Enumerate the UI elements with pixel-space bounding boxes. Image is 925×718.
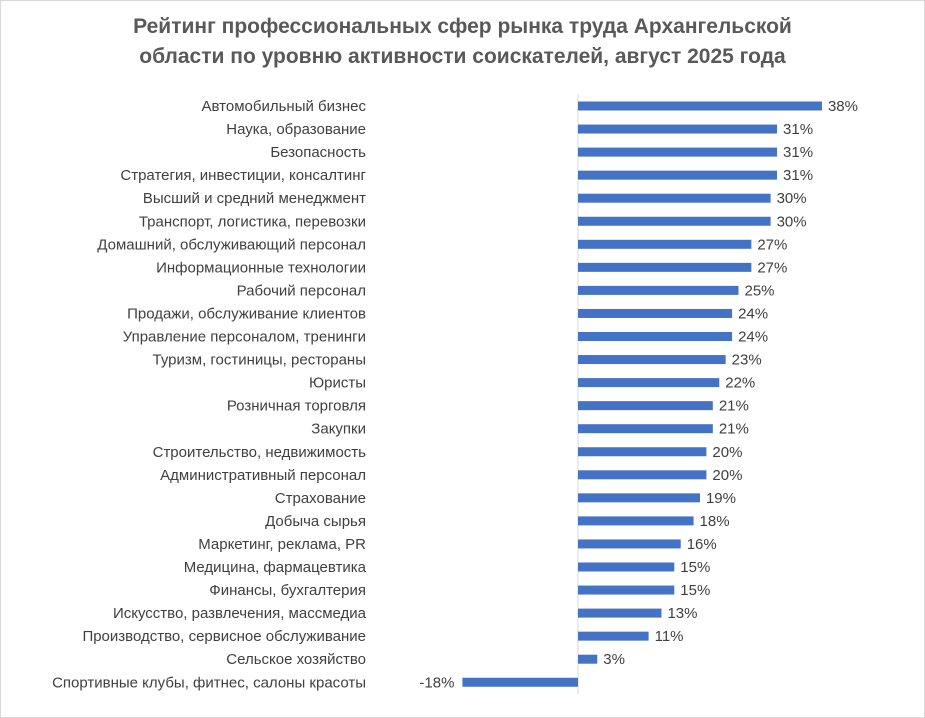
category-label: Строительство, недвижимость [153, 444, 367, 461]
bar [578, 608, 662, 618]
bar [578, 285, 739, 295]
category-label: Сельское хозяйство [226, 651, 366, 668]
bar [578, 493, 700, 503]
bar [578, 239, 752, 249]
category-label: Спортивные клубы, фитнес, салоны красоты [52, 674, 366, 691]
bar [578, 262, 752, 272]
category-label: Страхование [275, 490, 366, 507]
category-label: Медицина, фармацевтика [184, 559, 367, 576]
data-label: 13% [667, 605, 697, 622]
data-label: 24% [738, 305, 768, 322]
data-label: 3% [603, 651, 625, 668]
bar [578, 401, 713, 411]
data-label: -18% [419, 674, 454, 691]
bar [578, 124, 778, 134]
category-label: Рабочий персонал [237, 282, 366, 299]
category-label: Производство, сервисное обслуживание [82, 628, 366, 645]
data-label: 16% [687, 536, 717, 553]
bar [578, 562, 675, 572]
data-label: 31% [783, 121, 813, 138]
category-label: Туризм, гостиницы, рестораны [153, 352, 366, 369]
bar [578, 516, 694, 526]
bar [578, 631, 649, 641]
data-label: 18% [700, 513, 730, 530]
bar [578, 101, 822, 111]
category-label: Домашний, обслуживающий персонал [97, 236, 366, 253]
data-label: 24% [738, 329, 768, 346]
bar [578, 147, 778, 157]
bar [578, 308, 733, 318]
category-label: Транспорт, логистика, перевозки [139, 213, 366, 230]
data-label: 15% [680, 582, 710, 599]
data-label: 21% [719, 421, 749, 438]
bar [462, 677, 578, 687]
category-label: Продажи, обслуживание клиентов [127, 305, 366, 322]
bar [578, 654, 598, 664]
data-label: 20% [712, 467, 742, 484]
data-label: 30% [777, 213, 807, 230]
bar [578, 539, 681, 549]
category-label: Розничная торговля [227, 398, 366, 415]
data-label: 15% [680, 559, 710, 576]
bar [578, 585, 675, 595]
category-label: Автомобильный бизнес [202, 98, 367, 115]
bar [578, 332, 733, 341]
category-label: Закупки [311, 421, 366, 438]
category-label: Добыча сырья [265, 513, 366, 530]
category-label: Высший и средний менеджмент [143, 190, 366, 207]
chart-title-line-1: Рейтинг профессиональных сфер рынка труд… [133, 15, 792, 38]
bar [578, 170, 778, 180]
category-label: Финансы, бухгалтерия [209, 582, 366, 599]
data-label: 23% [732, 352, 762, 369]
bar [578, 355, 726, 365]
category-label: Маркетинг, реклама, PR [198, 536, 366, 553]
category-label: Информационные технологии [156, 259, 366, 276]
category-label: Наука, образование [226, 121, 366, 138]
data-label: 27% [757, 236, 787, 253]
category-label: Безопасность [270, 144, 366, 161]
data-label: 38% [828, 98, 858, 115]
data-label: 21% [719, 398, 749, 415]
bar [578, 470, 707, 480]
data-label: 22% [725, 375, 755, 392]
chart-title-line-2: области по уровню активности соискателей… [139, 45, 786, 68]
bar [578, 216, 771, 226]
data-label: 27% [757, 259, 787, 276]
bar [578, 193, 771, 203]
data-label: 19% [706, 490, 736, 507]
category-label: Искусство, развлечения, массмедиа [113, 605, 367, 622]
data-label: 31% [783, 167, 813, 184]
bar [578, 447, 707, 457]
category-label: Управление персоналом, тренинги [123, 329, 366, 346]
data-label: 11% [655, 628, 684, 645]
data-label: 25% [745, 282, 775, 299]
category-label: Административный персонал [160, 467, 366, 484]
data-label: 20% [712, 444, 742, 461]
bar [578, 378, 720, 388]
data-label: 31% [783, 144, 813, 161]
category-label: Юристы [309, 375, 366, 392]
chart-title: Рейтинг профессиональных сфер рынка труд… [0, 12, 925, 72]
category-label: Стратегия, инвестиции, консалтинг [120, 167, 366, 184]
bar [578, 424, 713, 434]
data-label: 30% [777, 190, 807, 207]
